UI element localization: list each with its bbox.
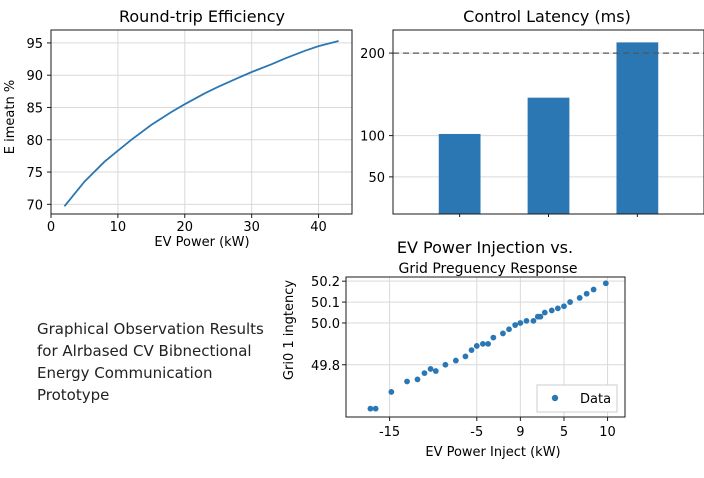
latency-chart-title: Control Latency (ms) xyxy=(463,7,631,26)
frequency-point xyxy=(512,322,519,328)
efficiency-chart-title: Round-trip Efficiency xyxy=(119,7,285,26)
efficiency-y-ticks: 70 75 80 85 90 95 xyxy=(26,37,51,213)
frequency-chart-title-line-1: EV Power Injection vs. xyxy=(397,238,573,257)
frequency-point xyxy=(479,340,486,347)
frequency-point xyxy=(583,290,590,297)
frequency-point xyxy=(517,320,524,326)
frequency-point xyxy=(537,313,544,320)
latency-bar xyxy=(527,97,570,214)
latency-bar xyxy=(438,133,481,214)
frequency-x-ticks: -15 -5 9 5 10 xyxy=(379,417,616,440)
efficiency-x-tick-label: 20 xyxy=(177,220,194,235)
frequency-point xyxy=(500,330,506,337)
efficiency-series xyxy=(63,40,339,207)
frequency-point xyxy=(561,303,567,310)
frequency-point xyxy=(452,357,459,364)
frequency-x-tick-label: 5 xyxy=(560,425,568,440)
caption-line-3: Energy Communication xyxy=(37,364,213,382)
efficiency-y-axis-label: E imeatn % xyxy=(3,80,18,154)
frequency-point xyxy=(590,286,597,293)
frequency-y-tick-label: 49.8 xyxy=(311,359,340,374)
frequency-point xyxy=(468,347,475,354)
frequency-point xyxy=(523,317,530,324)
latency-y-tick-label: 200 xyxy=(360,47,385,62)
frequency-point xyxy=(485,340,492,347)
frequency-y-ticks: 49.8 50.0 50.1 50.2 xyxy=(311,275,346,374)
efficiency-chart: Round-trip Efficiency 0 10 20 30 40 70 75 80 85… xyxy=(3,7,353,250)
frequency-point xyxy=(421,370,428,377)
frequency-point xyxy=(548,307,555,314)
latency-bar xyxy=(616,42,659,215)
efficiency-y-tick-label: 80 xyxy=(26,134,43,149)
frequency-plot-frame xyxy=(345,276,626,418)
frequency-point xyxy=(506,326,512,333)
efficiency-y-tick-label: 70 xyxy=(26,198,43,213)
frequency-point xyxy=(530,317,537,324)
efficiency-y-tick-label: 75 xyxy=(26,166,43,181)
efficiency-x-tick-label: 30 xyxy=(243,220,260,235)
frequency-chart-title-line-2: Grid Preguency Response xyxy=(398,261,577,277)
frequency-point xyxy=(576,294,583,301)
latency-chart: Control Latency (ms) 50 100 200 xyxy=(360,7,704,217)
figure-caption: Graphical Observation Results for Alrbas… xyxy=(37,318,287,406)
latency-y-tick-label: 100 xyxy=(360,130,385,145)
frequency-x-axis-label: EV Power Inject (kW) xyxy=(425,445,560,460)
frequency-x-tick-label: 10 xyxy=(599,425,616,440)
frequency-x-tick-label: 9 xyxy=(516,425,524,440)
latency-y-ticks: 50 100 200 xyxy=(360,47,393,186)
caption-line-1: Graphical Observation Results xyxy=(37,320,264,338)
caption-line-2: for Alrbased CV Bibnectional xyxy=(37,342,252,360)
frequency-points xyxy=(367,280,609,412)
legend-box xyxy=(536,384,618,413)
frequency-point xyxy=(554,305,561,312)
frequency-point xyxy=(388,389,395,395)
frequency-y-tick-label: 50.1 xyxy=(311,296,340,311)
efficiency-x-tick-label: 40 xyxy=(310,220,327,235)
efficiency-x-tick-label: 0 xyxy=(47,220,55,235)
frequency-chart: EV Power Injection vs. Grid Preguency Re… xyxy=(282,238,626,460)
frequency-point xyxy=(541,309,548,316)
efficiency-line xyxy=(63,40,339,207)
legend-label: Data xyxy=(580,392,611,407)
latency-plot-frame xyxy=(392,29,704,215)
frequency-point xyxy=(414,376,421,383)
efficiency-x-tick-label: 10 xyxy=(110,220,127,235)
frequency-x-tick-label: -15 xyxy=(379,425,400,440)
frequency-point xyxy=(432,368,439,374)
legend-marker xyxy=(551,394,559,402)
efficiency-plot-frame xyxy=(50,29,353,215)
frequency-y-axis-label: Gri0 1 ingtency xyxy=(282,280,297,380)
latency-bars xyxy=(438,42,659,217)
frequency-point xyxy=(490,334,497,341)
latency-y-tick-label: 50 xyxy=(368,171,385,186)
efficiency-y-tick-label: 95 xyxy=(26,37,43,52)
frequency-point xyxy=(473,343,480,349)
frequency-y-tick-label: 50.0 xyxy=(311,317,340,332)
frequency-legend: Data xyxy=(536,384,618,413)
frequency-x-tick-label: -5 xyxy=(470,425,483,440)
efficiency-y-tick-label: 85 xyxy=(26,101,43,116)
frequency-point xyxy=(442,361,449,368)
frequency-point xyxy=(427,366,434,372)
frequency-point xyxy=(367,405,374,412)
frequency-y-tick-label: 50.2 xyxy=(311,275,340,290)
frequency-point xyxy=(567,299,573,305)
efficiency-grid xyxy=(50,30,352,214)
frequency-point xyxy=(372,405,379,412)
frequency-point xyxy=(602,280,609,287)
efficiency-x-ticks: 0 10 20 30 40 xyxy=(47,214,327,235)
caption-line-4: Prototype xyxy=(37,386,110,404)
frequency-point xyxy=(404,378,410,385)
efficiency-x-axis-label: EV Power (kW) xyxy=(154,235,249,250)
efficiency-y-tick-label: 90 xyxy=(26,69,43,84)
frequency-point xyxy=(462,353,469,360)
